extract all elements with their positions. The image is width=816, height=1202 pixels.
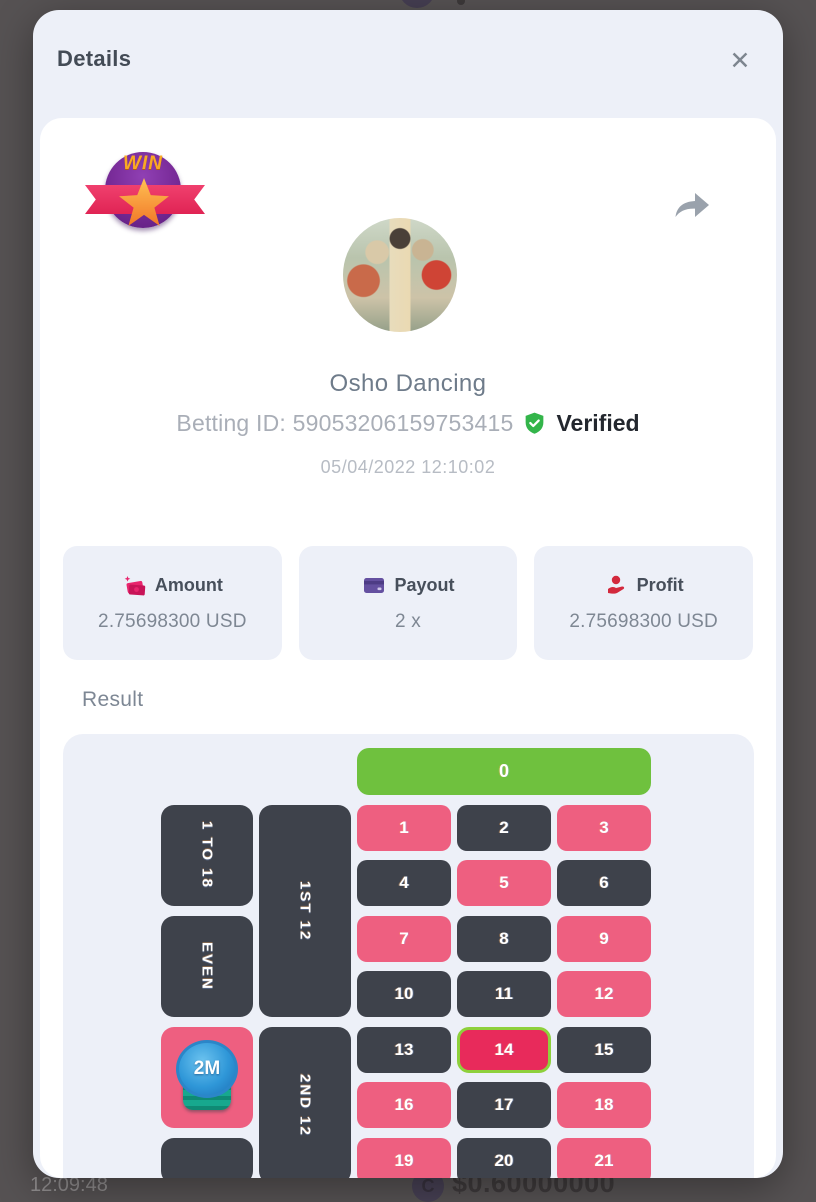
payout-value: 2 x [395, 611, 421, 632]
amount-value: 2.75698300 USD [98, 611, 247, 632]
user-name: Osho Dancing [329, 370, 487, 397]
num-6: 6 [557, 860, 651, 906]
verified-shield-icon [526, 412, 544, 434]
chip-amount: 2M [193, 1058, 221, 1080]
background-dot [457, 0, 465, 5]
dozen-2nd-12: 2ND 12 [259, 1026, 351, 1178]
bet-time: 12:09:48 [30, 1174, 108, 1196]
amount-label: Amount [154, 574, 223, 595]
num-1: 1 [357, 804, 451, 851]
win-badge-label: WIN [123, 153, 163, 174]
num-11: 11 [457, 971, 551, 1017]
bet-1to18: 1 TO 18 [161, 804, 253, 906]
num-20: 20 [457, 1137, 551, 1178]
amount-card: Amount 2.75698300 USD [63, 546, 282, 660]
profit-value: 2.75698300 USD [569, 611, 718, 632]
money-icon [124, 576, 146, 596]
share-icon[interactable] [670, 182, 714, 226]
close-icon[interactable]: ✕ [723, 44, 757, 78]
num-18: 18 [557, 1082, 651, 1128]
num-8: 8 [457, 915, 551, 962]
num-15: 15 [557, 1026, 651, 1073]
num-13: 13 [357, 1026, 451, 1073]
profit-card: Profit 2.75698300 USD [534, 546, 754, 660]
stat-cards: Amount 2.75698300 USD Payout 2 x [63, 546, 754, 660]
num-21: 21 [557, 1137, 651, 1178]
bet-chip-icon: 2M [176, 1040, 238, 1114]
num-14: 14 [457, 1026, 551, 1073]
verified-label: Verified [556, 410, 640, 436]
avatar [343, 218, 457, 332]
background-coin-icon [399, 0, 435, 8]
profit-label: Profit [636, 574, 684, 595]
num-5: 5 [457, 860, 551, 906]
payout-label: Payout [394, 574, 455, 595]
bet-black [161, 1137, 253, 1178]
bet-datetime: 05/04/2022 12:10:02 [320, 457, 496, 477]
num-3: 3 [557, 804, 651, 851]
cell-zero: 0 [357, 748, 651, 795]
bet-details-card: WIN Osho Dancing Betting ID: 59053206159… [40, 118, 776, 1178]
num-16: 16 [357, 1082, 451, 1128]
betting-id-row: Betting ID: 59053206159753415 Verified [40, 410, 776, 437]
num-17: 17 [457, 1082, 551, 1128]
num-2: 2 [457, 804, 551, 851]
bet-even: EVEN [161, 915, 253, 1017]
num-10: 10 [357, 971, 451, 1017]
result-label: Result [82, 688, 144, 711]
hand-coin-icon [607, 575, 624, 594]
num-12: 12 [557, 971, 651, 1017]
bet-red: 2M [161, 1026, 253, 1128]
credit-card-icon [363, 578, 384, 593]
num-4: 4 [357, 860, 451, 906]
win-badge: WIN [85, 145, 205, 237]
betting-id: Betting ID: 59053206159753415 [176, 410, 514, 436]
details-modal: Details ✕ WIN Osho Dancing Betting ID: 5… [33, 10, 783, 1178]
modal-title: Details [57, 46, 132, 71]
num-7: 7 [357, 915, 451, 962]
num-9: 9 [557, 915, 651, 962]
payout-card: Payout 2 x [298, 546, 518, 660]
dozen-1st-12: 1ST 12 [259, 804, 351, 1017]
num-19: 19 [357, 1137, 451, 1178]
